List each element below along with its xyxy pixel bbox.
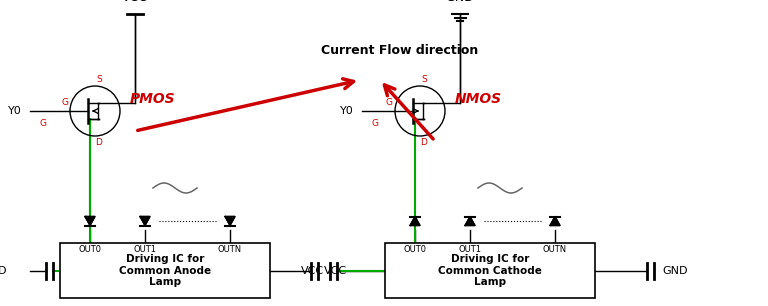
Text: OUT1: OUT1 bbox=[134, 245, 157, 254]
Text: GND: GND bbox=[662, 266, 687, 275]
Text: G: G bbox=[386, 98, 393, 107]
Text: VCC: VCC bbox=[122, 0, 148, 4]
Polygon shape bbox=[465, 217, 475, 226]
Text: VCC: VCC bbox=[301, 266, 324, 275]
Text: PMOS: PMOS bbox=[130, 92, 176, 106]
Text: NMOS: NMOS bbox=[455, 92, 502, 106]
Text: G: G bbox=[40, 119, 47, 128]
Polygon shape bbox=[140, 217, 150, 226]
Text: VCC: VCC bbox=[324, 266, 347, 276]
Polygon shape bbox=[225, 217, 235, 226]
Text: D: D bbox=[421, 138, 428, 147]
Text: Current Flow direction: Current Flow direction bbox=[321, 43, 478, 57]
Text: Y0: Y0 bbox=[8, 106, 22, 116]
Text: Y0: Y0 bbox=[340, 106, 354, 116]
Text: S: S bbox=[96, 75, 102, 84]
Text: G: G bbox=[61, 98, 68, 107]
Text: OUTN: OUTN bbox=[543, 245, 567, 254]
Text: OUTN: OUTN bbox=[218, 245, 242, 254]
Bar bbox=[385, 243, 595, 298]
Text: G: G bbox=[372, 119, 379, 128]
Text: S: S bbox=[421, 75, 427, 84]
Text: OUT1: OUT1 bbox=[458, 245, 482, 254]
Text: Driving IC for
Common Cathode
Lamp: Driving IC for Common Cathode Lamp bbox=[438, 254, 542, 287]
Text: OUT0: OUT0 bbox=[403, 245, 426, 254]
Polygon shape bbox=[410, 217, 420, 226]
Text: Driving IC for
Common Anode
Lamp: Driving IC for Common Anode Lamp bbox=[119, 254, 211, 287]
Text: GND: GND bbox=[0, 266, 7, 276]
Polygon shape bbox=[550, 217, 560, 226]
Text: OUT0: OUT0 bbox=[78, 245, 101, 254]
Polygon shape bbox=[85, 217, 95, 226]
Text: D: D bbox=[95, 138, 102, 147]
Text: GND: GND bbox=[445, 0, 475, 4]
Bar bbox=[60, 243, 270, 298]
